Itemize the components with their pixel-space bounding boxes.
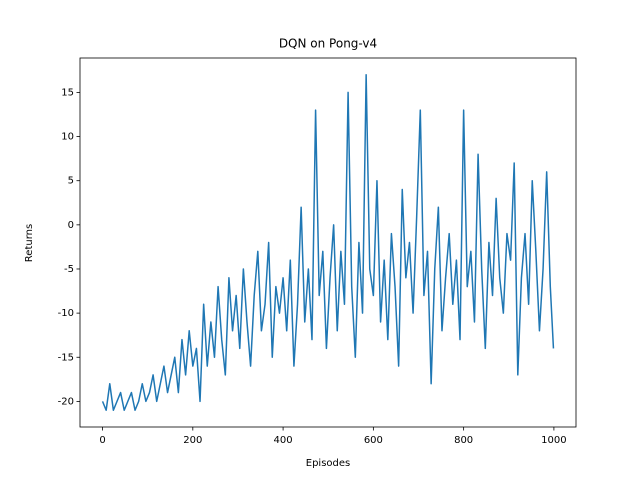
x-tick-label: 0 (99, 435, 105, 446)
y-tick-label: 0 (68, 220, 74, 231)
y-axis-label: Returns (24, 224, 35, 262)
y-tick-label: -5 (64, 264, 74, 275)
y-tick-label: 10 (61, 132, 74, 143)
y-tick-label: -10 (58, 308, 74, 319)
x-tick-label: 800 (454, 435, 473, 446)
x-tick-label: 1000 (541, 435, 566, 446)
x-tick-label: 200 (183, 435, 202, 446)
x-axis-label: Episodes (306, 458, 350, 469)
y-tick-label: -15 (58, 352, 74, 363)
y-tick-label: 5 (68, 176, 74, 187)
line-series (101, 74, 555, 411)
y-tick-label: -20 (58, 396, 74, 407)
chart-title: DQN on Pong-v4 (279, 37, 377, 51)
plot-area: 0 200 400 600 800 1000 -20 -15 -10 -5 0 5 10 15 (58, 74, 567, 446)
axes-frame (79, 57, 577, 428)
x-tick-label: 600 (364, 435, 383, 446)
y-tick-label: 15 (61, 87, 74, 98)
x-tick-label: 400 (274, 435, 293, 446)
